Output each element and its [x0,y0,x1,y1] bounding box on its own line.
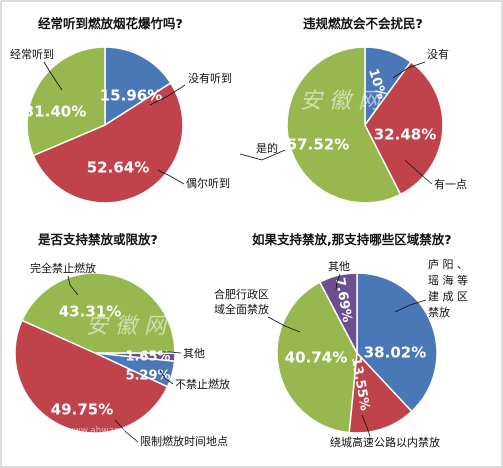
chart3-leader-limit [114,419,139,443]
chart1-leader-sometimes [157,169,185,185]
pie-slice [356,272,438,413]
chart4-label-core-l2: 瑶 海 等 [428,273,468,287]
watermark-top: 安 徽 网 [300,89,383,114]
chart3-leader-noban [159,369,174,385]
pie-slice [318,272,358,354]
slice-value-label: 32.48% [374,126,436,144]
chart2-label-no: 没有 [427,47,449,61]
chart3-label-limit: 限制燃放时间地点 [140,434,228,448]
pie-slice [26,46,106,157]
chart1-label-none: 没有听到 [188,71,232,85]
pie-slice [286,46,402,204]
chart1-label-sometimes: 偶尔听到 [186,177,230,190]
chart4-label-core-l4: 禁放 [428,305,450,319]
chart4-label-city-l2: 域全面禁放 [214,302,269,316]
chart2-title: 违规燃放会不会扰民? [303,16,423,31]
chart2-label-little: 有一点 [434,177,467,191]
slice-value-label: 5.29% [125,369,170,384]
chart1-leader-none [149,84,186,106]
chart4-leader-other [335,273,341,291]
slice-value-label: 38.02% [364,344,426,362]
chart3-label-noban: 不禁止燃放 [175,377,230,391]
chart2-leader-little [404,159,433,185]
chart4-pie: 38.02%13.55%40.74%7.69% [276,272,438,434]
pie-slice [348,351,413,434]
chart2-pie: 10%32.48%57.52% [286,46,444,204]
chart2-leader-no [392,61,426,79]
chart4-label-core-l1: 庐 阳 、 [428,257,468,271]
chart4-label-city-l1: 合肥行政区 [214,287,269,301]
pie-slice [20,272,176,354]
chart4-label-ring: 绕城高速公路以内禁放 [330,435,440,449]
slice-value-label: 52.64% [87,159,149,177]
chart4-label-other: 其他 [328,260,350,273]
pie-slice [14,319,169,434]
slice-value-label: 1.65% [125,350,170,365]
watermark-bottom: 安 徽 网 [86,314,169,339]
chart1-pie: 15.96% 52.64% 31.40% [24,46,184,204]
chart3-leader-other [162,351,182,354]
chart3-title: 是否支持禁放或限放? [37,232,158,247]
chart4-leader-ring [361,414,371,437]
chart1-label-often: 经常听到 [10,48,54,61]
slice-value-label: 40.74% [285,349,347,367]
chart2-leader-yes [239,149,286,161]
pie-slice [32,82,184,204]
chart4-label-core-block: 庐 阳 、 瑶 海 等 建 成 区 禁放 [428,257,468,319]
slice-value-label: 15.96% [100,87,162,105]
watermark-url: www.ahwang [66,426,126,436]
pie-slice [104,46,172,127]
chart2-label-yes: 是的 [256,141,278,155]
slice-value-label: 49.75% [51,401,113,419]
chart3-label-other: 其他 [183,347,205,360]
pie-slice [364,60,444,196]
chart3-pie: 1.65% 5.29% 49.75% 43.31% [14,272,176,434]
chart4-label-core-l3: 建 成 区 [428,289,468,303]
slice-value-label: 43.31% [59,303,121,321]
chart4-leader-core [394,299,427,313]
chart1-leader-often [43,61,63,91]
slice-value-label: 31.40% [24,103,86,121]
pie-slice [276,281,358,434]
chart3-leader-ban [67,275,79,296]
chart1-title: 经常听到燃放烟花爆竹吗? [38,16,183,31]
slice-value-label: 57.52% [287,136,349,154]
chart4-leader-city [267,316,301,333]
chart3-label-ban: 完全禁止燃放 [30,261,96,275]
chart4-label-city-block: 合肥行政区 域全面禁放 [214,287,269,316]
chart4-title: 如果支持禁放,那支持哪些区域禁放? [252,232,452,247]
